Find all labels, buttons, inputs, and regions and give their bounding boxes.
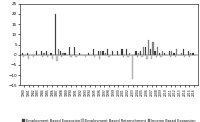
Bar [162, 51, 163, 55]
Bar [138, 53, 139, 55]
Bar [156, 55, 157, 57]
Bar [108, 55, 110, 57]
Bar [126, 49, 127, 55]
Bar [75, 55, 77, 57]
Bar [188, 51, 189, 55]
Legend: Employment Based Expansion, Employment Based Retrenchment, Income Based Expansio: Employment Based Expansion, Employment B… [22, 118, 196, 122]
Bar [62, 53, 64, 55]
Bar [190, 53, 191, 55]
Bar [135, 51, 137, 55]
Bar [157, 47, 158, 55]
Bar [47, 55, 48, 57]
Bar [137, 55, 138, 57]
Bar [159, 53, 160, 55]
Bar [79, 53, 80, 55]
Bar [175, 55, 176, 57]
Bar [121, 49, 123, 55]
Bar [102, 51, 104, 55]
Bar [43, 53, 45, 55]
Bar [64, 53, 66, 55]
Bar [74, 47, 75, 55]
Bar [181, 53, 182, 55]
Bar [117, 51, 118, 55]
Bar [145, 47, 146, 55]
Bar [93, 49, 94, 55]
Bar [132, 55, 133, 79]
Bar [141, 55, 143, 57]
Bar [140, 51, 141, 55]
Bar [143, 47, 144, 55]
Bar [129, 53, 130, 55]
Bar [169, 51, 170, 55]
Bar [152, 42, 154, 55]
Bar [107, 49, 108, 55]
Bar [173, 53, 175, 55]
Bar [27, 53, 28, 55]
Bar [42, 55, 43, 57]
Bar [112, 51, 113, 55]
Bar [33, 55, 34, 57]
Bar [61, 55, 62, 57]
Bar [160, 55, 162, 57]
Bar [127, 55, 129, 57]
Bar [22, 53, 23, 55]
Bar [46, 51, 47, 55]
Bar [105, 53, 106, 55]
Bar [23, 55, 24, 57]
Bar [85, 55, 86, 57]
Bar [183, 49, 184, 55]
Bar [123, 55, 124, 57]
Bar [55, 14, 56, 55]
Bar [154, 51, 156, 55]
Bar [60, 51, 61, 55]
Bar [58, 49, 59, 55]
Bar [36, 51, 37, 55]
Bar [52, 55, 53, 59]
Bar [50, 53, 52, 55]
Bar [176, 49, 177, 55]
Bar [69, 47, 70, 55]
Bar [28, 55, 29, 59]
Bar [171, 51, 172, 55]
Bar [184, 55, 185, 57]
Bar [94, 55, 95, 57]
Bar [192, 53, 194, 55]
Bar [146, 55, 148, 59]
Bar [151, 55, 152, 59]
Bar [170, 55, 171, 57]
Bar [98, 51, 99, 55]
Bar [70, 55, 72, 57]
Bar [41, 51, 42, 55]
Bar [99, 55, 100, 59]
Bar [88, 53, 89, 55]
Bar [56, 55, 58, 61]
Bar [148, 40, 149, 55]
Bar [100, 51, 101, 55]
Bar [150, 49, 151, 55]
Bar [189, 55, 190, 57]
Bar [164, 53, 165, 55]
